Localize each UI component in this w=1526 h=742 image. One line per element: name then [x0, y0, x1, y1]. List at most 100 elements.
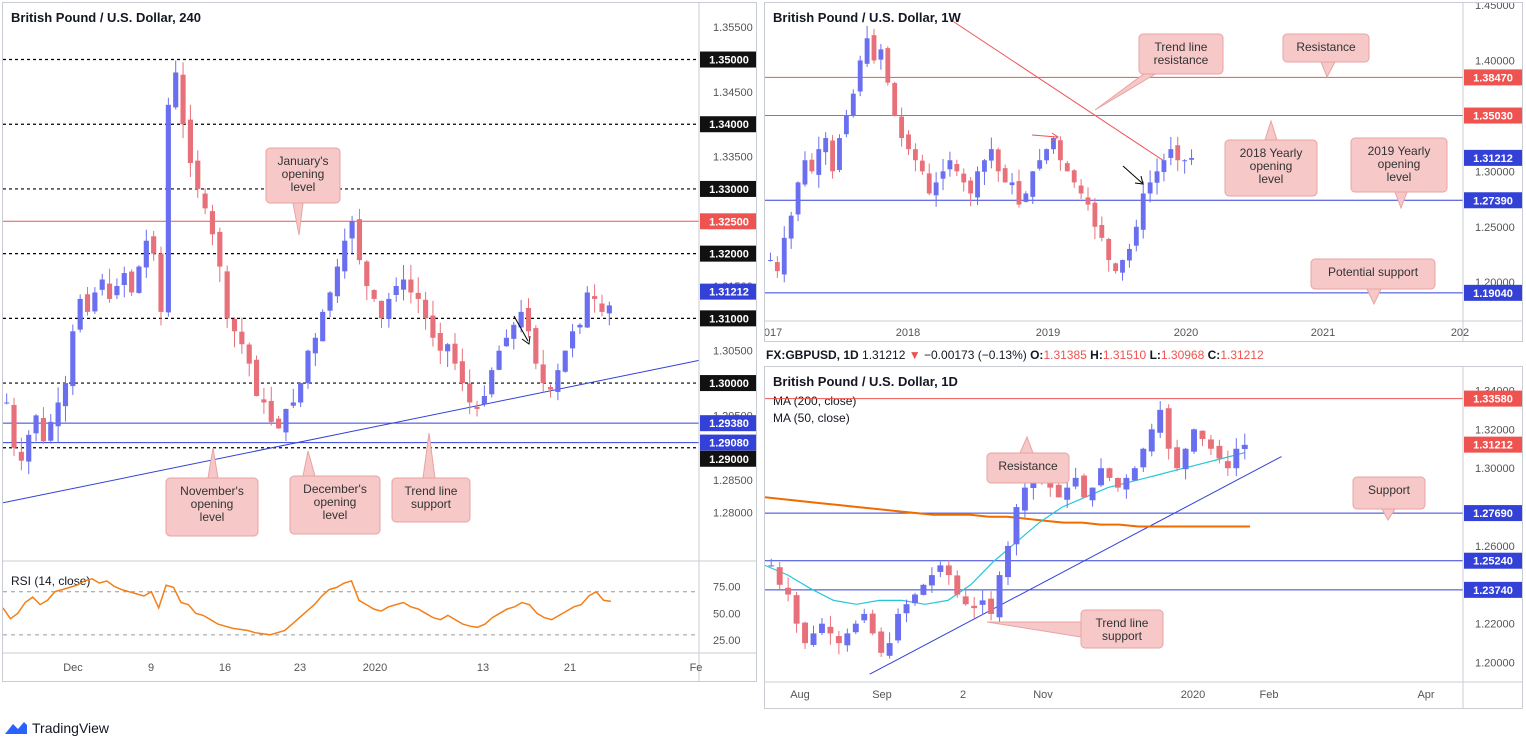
candle-body — [1005, 545, 1011, 578]
daily-chart-panel[interactable]: British Pound / U.S. Dollar, 1D MA (200,… — [764, 366, 1523, 709]
candle-body — [835, 636, 842, 644]
candle-body — [1224, 461, 1231, 469]
candle-body — [70, 331, 76, 387]
ma50-line — [765, 452, 1246, 605]
candle-body — [1120, 260, 1125, 273]
price-change: −0.00173 (−0.13%) — [924, 348, 1027, 362]
candle-body — [937, 565, 944, 572]
price-label: 1.35000 — [709, 55, 749, 67]
candle-body — [1140, 193, 1146, 230]
weekly-chart-panel[interactable]: British Pound / U.S. Dollar, 1W Trend li… — [764, 2, 1523, 342]
candle-body — [962, 596, 969, 605]
candle-body — [496, 350, 502, 370]
candle-body — [114, 286, 120, 296]
candle-body — [827, 626, 834, 634]
candle-body — [165, 104, 171, 313]
last-price: 1.31212 — [862, 348, 906, 362]
tradingview-logo[interactable]: TradingView — [4, 718, 109, 738]
weekly-chart-svg[interactable]: British Pound / U.S. Dollar, 1W Trend li… — [765, 3, 1523, 342]
callout-text: opening — [314, 495, 357, 509]
candle-body — [209, 211, 216, 235]
potential-support-callout: Potential support — [1310, 258, 1436, 306]
candle-body — [276, 418, 282, 429]
candle-body — [584, 292, 590, 328]
candle-body — [474, 406, 480, 409]
candle-body — [774, 262, 780, 272]
candle-body — [437, 333, 443, 351]
candle-body — [1064, 487, 1071, 500]
x-tick-label: Dec — [63, 662, 83, 674]
candle-body — [1085, 197, 1091, 205]
rsi-tick-label: 25.00 — [713, 635, 741, 647]
price-label: 1.32000 — [709, 249, 749, 261]
ma50-legend: MA (50, close) — [773, 411, 850, 425]
candle-body — [1175, 145, 1181, 161]
x-tick-label: Aug — [790, 689, 810, 701]
symbol-label: FX:GBPUSD, 1D — [766, 348, 859, 362]
black-arrow-head-icon — [1134, 175, 1144, 185]
candle-body — [1233, 448, 1240, 469]
candle-body — [180, 74, 186, 125]
arrow-head-icon — [521, 335, 531, 345]
candle-body — [187, 119, 193, 164]
candle-body — [1106, 238, 1112, 261]
candle-body — [1165, 408, 1172, 449]
candle-body — [1123, 477, 1130, 490]
price-label: 1.25240 — [1473, 556, 1513, 568]
candle-body — [1098, 468, 1104, 486]
red-arrow-line — [1031, 134, 1058, 138]
callout-text: Support — [1368, 483, 1411, 497]
candle-body — [33, 415, 39, 434]
callout-box — [1282, 33, 1370, 63]
candle-body — [452, 343, 458, 364]
candle-body — [158, 253, 164, 312]
candle-body — [562, 350, 568, 372]
candle-body — [903, 604, 910, 614]
x-tick-label: Feb — [1260, 689, 1279, 701]
y-tick-label: 1.28500 — [713, 475, 753, 487]
price-label: 1.30000 — [709, 378, 749, 390]
candle-body — [62, 383, 69, 407]
h4-chart-svg[interactable]: British Pound / U.S. Dollar, 240 January… — [3, 3, 757, 682]
x-tick-label: Nov — [1033, 689, 1053, 701]
candle-body — [1114, 477, 1121, 488]
candle-body — [1140, 448, 1147, 468]
price-label-bg — [700, 375, 756, 392]
candle-body — [1207, 439, 1214, 449]
callout-text: level — [323, 508, 348, 522]
x-tick-label: 21 — [564, 662, 576, 674]
callout-text: Trend line — [1155, 40, 1208, 54]
callout-text: opening — [191, 497, 234, 511]
candle-body — [1092, 202, 1098, 227]
candle-body — [1037, 160, 1043, 169]
callout-text: support — [1102, 629, 1143, 643]
candle-body — [525, 307, 532, 332]
candle-body — [40, 417, 46, 442]
candle-body — [151, 236, 157, 254]
candle-body — [1072, 477, 1079, 487]
candle-body — [844, 633, 851, 646]
open-label: O: — [1030, 348, 1044, 362]
red-arrow-head-icon — [1051, 132, 1059, 142]
candle-body — [1241, 444, 1248, 450]
price-label: 1.34000 — [709, 119, 749, 131]
price-label: 1.29380 — [709, 418, 749, 430]
candle-body — [1157, 409, 1164, 433]
candle-body — [1216, 445, 1223, 459]
candle-body — [1147, 182, 1153, 194]
h4-chart-panel[interactable]: British Pound / U.S. Dollar, 240 January… — [2, 2, 757, 682]
daily-chart-svg[interactable]: British Pound / U.S. Dollar, 1D MA (200,… — [765, 367, 1523, 709]
price-label: 1.29080 — [709, 438, 749, 450]
candle-body — [869, 613, 876, 634]
price-label-bg — [1464, 69, 1522, 86]
x-tick-label: Sep — [872, 689, 892, 701]
price-label-bg — [1464, 581, 1522, 598]
candle-body — [885, 48, 891, 83]
candle-body — [906, 134, 911, 150]
candle-body — [555, 370, 561, 392]
candle-body — [511, 324, 517, 339]
rsi-tick-label: 50.00 — [713, 608, 741, 620]
ma200-legend: MA (200, close) — [773, 394, 856, 408]
